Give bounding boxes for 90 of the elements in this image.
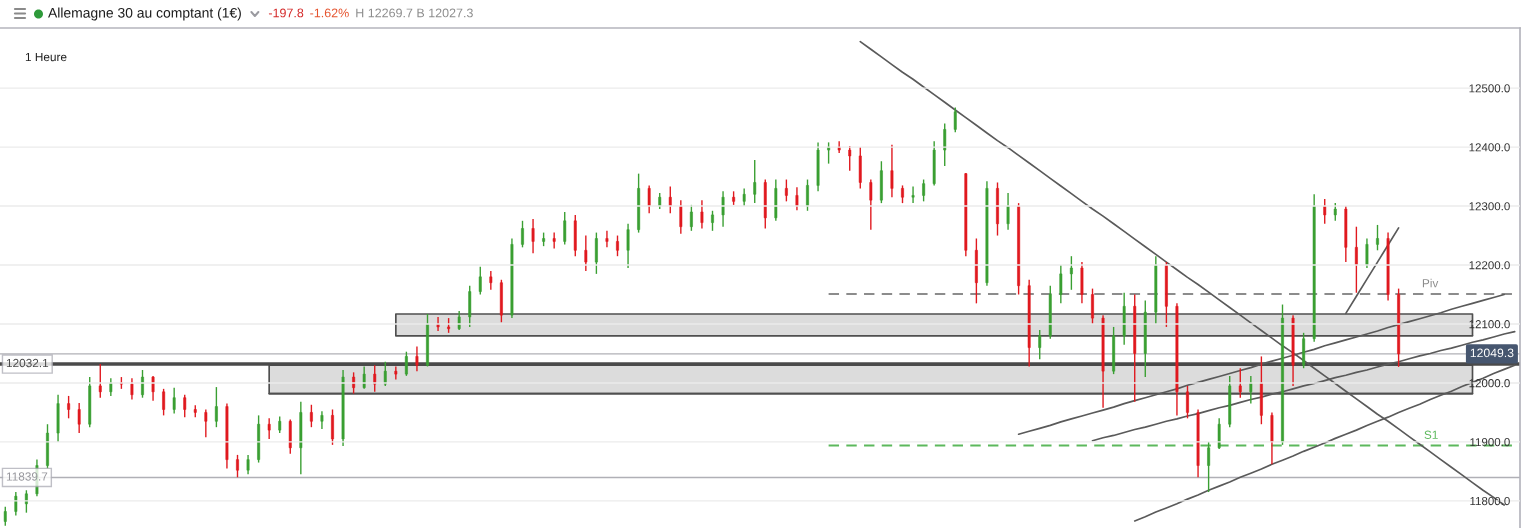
candlestick [1376,224,1379,251]
series-label: S1 [1424,430,1438,439]
candlestick [890,144,894,198]
candlestick [383,361,387,387]
candlestick [151,375,155,402]
candlestick [1217,417,1221,450]
candlestick [415,345,419,372]
ref-line-label: 11839.7 [6,472,48,481]
candlestick [584,234,588,272]
candlestick [67,395,71,420]
y-tick-label: 12400.0 [1469,143,1510,152]
candlestick [594,231,598,275]
ref-line-label: 12032.1 [6,358,49,368]
series-label: Piv [1422,278,1439,288]
candlestick [1365,237,1369,269]
candlestick [911,185,915,204]
candlestick [996,181,999,237]
candlestick [214,386,218,428]
candlestick [679,199,683,235]
candlestick [784,178,788,203]
candlestick [1069,255,1073,291]
candlestick [668,185,672,214]
candlestick [1038,329,1042,361]
candlestick [478,266,482,296]
y-tick-label: 12000.0 [1469,379,1510,388]
candlestick [77,402,81,434]
candlestick [700,199,704,230]
candlestick [689,204,693,232]
candlestick [869,178,873,231]
candlestick [721,190,725,228]
y-tick-label: 11800.0 [1470,497,1510,506]
candlestick [3,506,7,527]
candlestick [1354,226,1358,294]
candlestick [626,223,630,269]
candlestick [943,122,947,167]
text: H 12269.7 B 12027.3 [356,8,473,18]
candlestick [183,394,187,418]
y-tick-label: 12500.0 [1469,84,1510,93]
candlestick [489,270,493,291]
candlestick [711,210,714,232]
candlestick [394,365,398,381]
candlestick [1006,192,1010,231]
candlestick [404,351,408,377]
candlestick [426,313,429,368]
candlestick [1238,367,1242,399]
candlestick [1281,303,1284,446]
candlestick [267,417,271,440]
candlestick [647,184,651,214]
candlestick [436,316,440,332]
text: -1.62% [310,8,349,18]
y-tick-label: 11900.0 [1470,438,1510,447]
candlestick [922,178,926,203]
candlestick [1091,287,1094,325]
candlestick [46,423,49,470]
candlestick [531,218,535,254]
candlestick [901,184,904,204]
y-tick-label: 12300.0 [1469,202,1510,211]
candlestick [827,141,831,165]
candlestick [1249,375,1253,405]
candlestick [1323,198,1327,225]
candlestick [848,145,852,172]
candlestick [1207,441,1211,493]
ref-line-label: 12049.3 [1470,348,1514,358]
candlestick [162,388,166,417]
candlestick [172,386,176,415]
text: -197.8 [268,8,304,18]
candlestick [552,231,556,250]
text: 1 Heure [25,52,67,62]
candlestick [373,364,377,393]
candlestick [616,234,619,257]
candlestick [1059,264,1063,305]
chart-title: Allemagne 30 au comptant (1€) [48,7,241,21]
candlestick [563,211,567,246]
candlestick [130,377,134,401]
candlestick [753,159,757,204]
candlestick [331,408,334,446]
candlestick [953,106,957,134]
candlestick [521,220,524,249]
candlestick [98,363,102,399]
candlestick [204,408,208,438]
y-tick-label: 12100.0 [1469,320,1510,329]
candlestick [806,178,809,212]
candlestick [605,230,609,249]
candlestick [236,454,239,478]
candlestick [309,404,313,428]
candlestick [795,186,799,211]
y-tick-label: 12200.0 [1469,261,1510,270]
candlestick [1186,385,1189,420]
candlestick [246,454,250,476]
candlestick [141,369,144,399]
